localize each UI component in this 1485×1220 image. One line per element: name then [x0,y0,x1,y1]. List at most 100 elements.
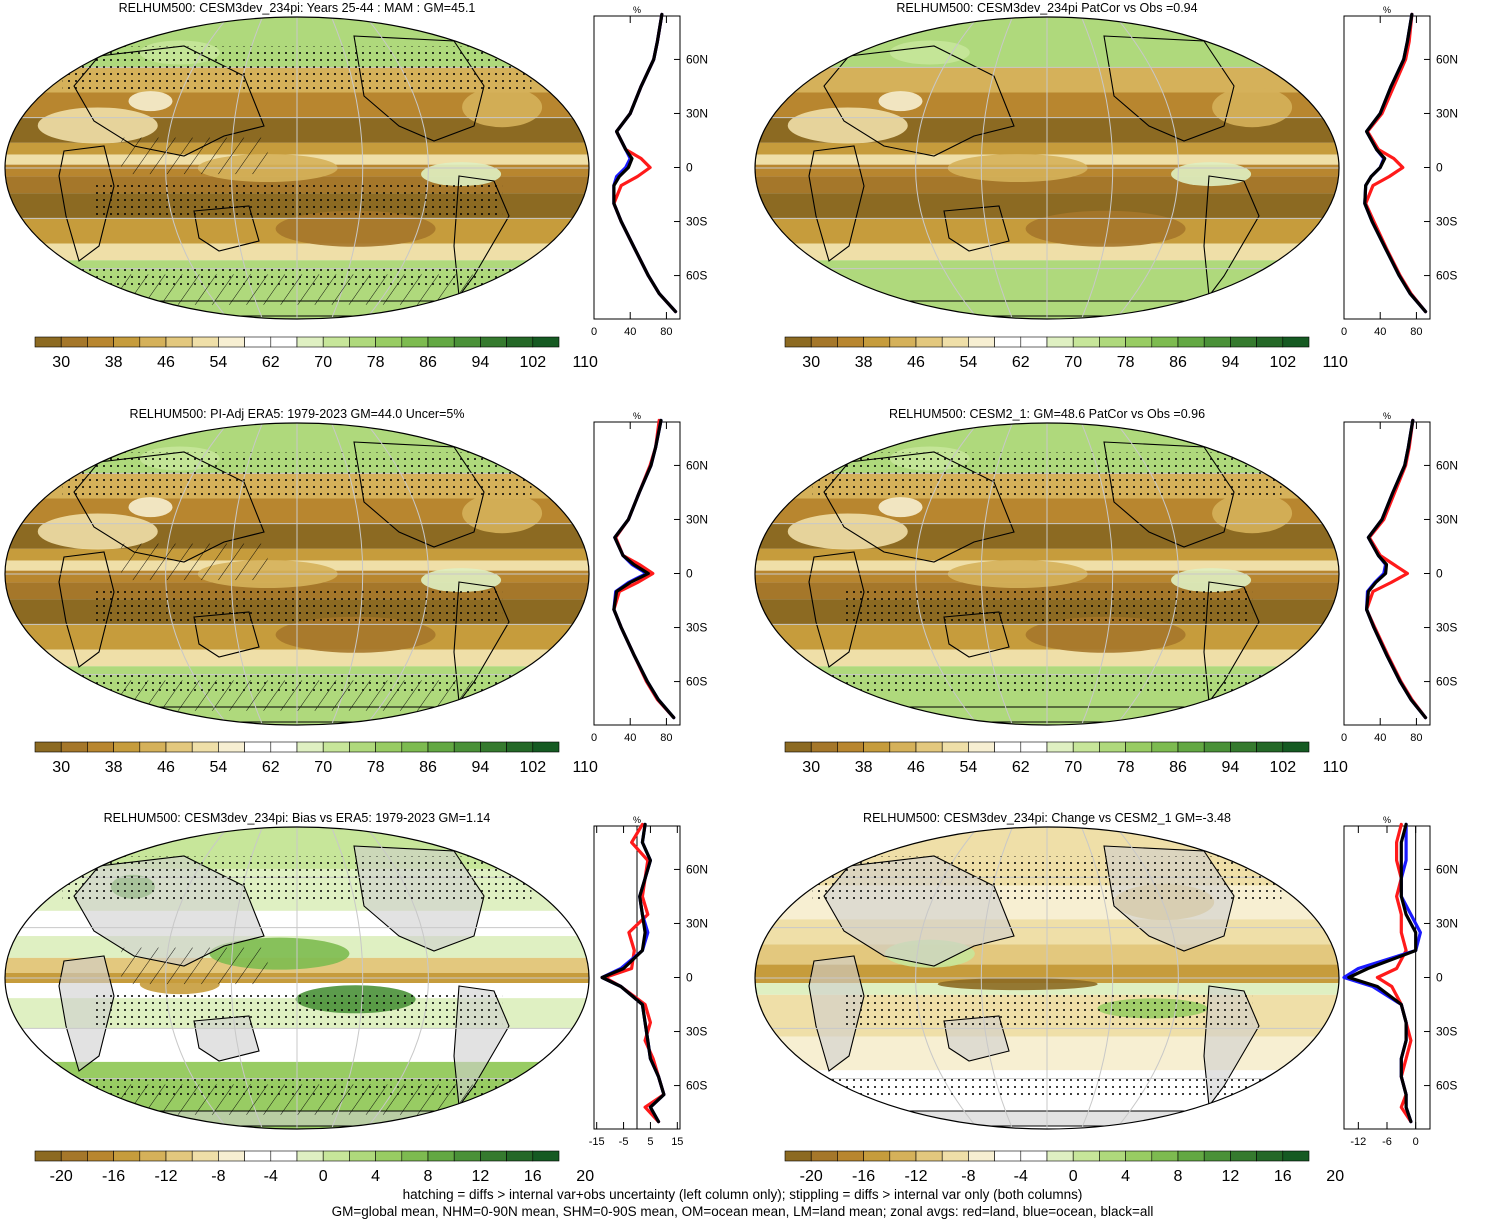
lat-label: 30N [1436,916,1458,930]
zonal-x-tick: 40 [624,326,636,338]
lat-label: 60N [1436,458,1458,472]
lat-label: 60S [686,269,707,283]
world-map [754,422,1340,726]
colorbar-label: 38 [855,759,873,776]
colorbar-label: 86 [1169,759,1187,776]
zonal-mean-plot: % 60N 30N 0 30S 60S 0 40 80 [591,5,708,338]
zonal-x-tick: 0 [1341,732,1347,744]
zonal-line-land [1375,822,1413,1124]
lat-label: 30N [1436,512,1458,526]
colorbar-label: 102 [1269,354,1296,371]
lat-label: 60S [1436,1079,1457,1093]
colorbar-label: 54 [210,759,228,776]
zonal-x-tick: 40 [1374,732,1386,744]
lat-label: 30S [686,1025,707,1039]
colorbar-label: 70 [1064,759,1082,776]
zonal-unit: % [1383,411,1391,421]
colorbar-label: 94 [472,354,490,371]
colorbar-label: 8 [424,1168,433,1185]
lat-label: 30N [686,512,708,526]
colorbar-label: -12 [904,1168,927,1185]
colorbar-label: 94 [472,759,490,776]
zonal-line-all [1347,822,1418,1124]
colorbar-label: 78 [1117,759,1135,776]
lat-label: 0 [686,161,693,175]
lat-label: 60N [686,52,708,66]
colorbar-label: 0 [319,1168,328,1185]
zonal-mean-plot: % 60N 30N 0 30S 60S 0 40 80 [1341,5,1458,338]
zonal-mean-plot: % 60N 30N 0 30S 60S -15 -5 5 15 [589,815,708,1148]
colorbar-label: 8 [1174,1168,1183,1185]
colorbar-label: 70 [1064,354,1082,371]
world-map [754,16,1340,320]
colorbar-label: 102 [519,354,546,371]
zonal-x-tick: 80 [1410,326,1422,338]
colorbar-label: 30 [802,354,820,371]
footer-line-1: hatching = diffs > internal var+obs unce… [402,1187,1083,1202]
world-map [754,826,1340,1130]
zonal-x-tick: 40 [1374,326,1386,338]
world-map [4,16,590,320]
zonal-x-tick: 80 [660,732,672,744]
lat-label: 0 [1436,971,1443,985]
lat-label: 30N [1436,106,1458,120]
lat-label: 30S [1436,621,1457,635]
colorbar-label: 38 [105,354,123,371]
lat-label: 60N [686,458,708,472]
colorbar: 30 38 46 54 62 70 78 86 94 102 110 [34,336,598,371]
lat-label: 0 [686,567,693,581]
zonal-x-tick: 5 [647,1136,653,1148]
colorbar-label: -20 [800,1168,823,1185]
zonal-line-all [612,12,678,314]
colorbar-label: 78 [367,354,385,371]
colorbar-label: 54 [960,759,978,776]
colorbar: 30 38 46 54 62 70 78 86 94 102 110 [34,741,598,776]
lat-label: 60N [1436,52,1458,66]
lat-label: 60S [686,675,707,689]
colorbar-label: 70 [314,354,332,371]
map-title: RELHUM500: CESM3dev_234pi: Years 25-44 :… [118,1,476,15]
colorbar-label: 110 [1322,759,1348,776]
zonal-mean-plot: % 60N 30N 0 30S 60S -12 -6 0 [1342,815,1458,1148]
colorbar-label: 0 [1069,1168,1078,1185]
map-title: RELHUM500: PI-Adj ERA5: 1979-2023 GM=44.… [129,407,465,421]
colorbar-label: 46 [157,354,175,371]
map-title: RELHUM500: CESM3dev_234pi PatCor vs Obs … [896,1,1198,15]
colorbar-label: 110 [1322,354,1348,371]
colorbar-label: 30 [52,759,70,776]
zonal-mean-plot: % 60N 30N 0 30S 60S 0 40 80 [591,411,708,744]
zonal-unit: % [633,411,641,421]
lat-label: 60S [1436,269,1457,283]
footer-line-2: GM=global mean, NHM=0-90N mean, SHM=0-90… [331,1204,1154,1219]
lat-label: 0 [1436,567,1443,581]
zonal-unit: % [633,5,641,15]
lat-label: 60S [1436,675,1457,689]
lat-label: 30S [1436,215,1457,229]
colorbar-label: 38 [855,354,873,371]
colorbar-label: 78 [1117,354,1135,371]
colorbar-label: 110 [572,354,598,371]
zonal-line-all [1363,12,1428,314]
colorbar-label: 20 [1326,1168,1344,1185]
lat-label: 0 [686,971,693,985]
zonal-x-tick: 15 [671,1136,683,1148]
colorbar-label: -8 [211,1168,225,1185]
zonal-x-tick: -5 [619,1136,629,1148]
zonal-x-tick: 0 [1341,326,1347,338]
colorbar-label: 4 [371,1168,380,1185]
colorbar: 30 38 46 54 62 70 78 86 94 102 110 [784,336,1348,371]
colorbar-label: -12 [154,1168,177,1185]
colorbar-label: -20 [50,1168,73,1185]
zonal-x-tick: 80 [660,326,672,338]
lat-label: 30S [1436,1025,1457,1039]
colorbar-label: 62 [262,759,280,776]
colorbar-label: -4 [1014,1168,1028,1185]
colorbar-label: 62 [1012,354,1030,371]
colorbar-label: 46 [907,354,925,371]
colorbar-label: 16 [1274,1168,1292,1185]
lat-label: 30N [686,106,708,120]
lat-label: 30S [686,215,707,229]
colorbar-label: 62 [262,354,280,371]
map-title: RELHUM500: CESM3dev_234pi: Bias vs ERA5:… [103,811,491,825]
map-title: RELHUM500: CESM2_1: GM=48.6 PatCor vs Ob… [888,407,1206,421]
